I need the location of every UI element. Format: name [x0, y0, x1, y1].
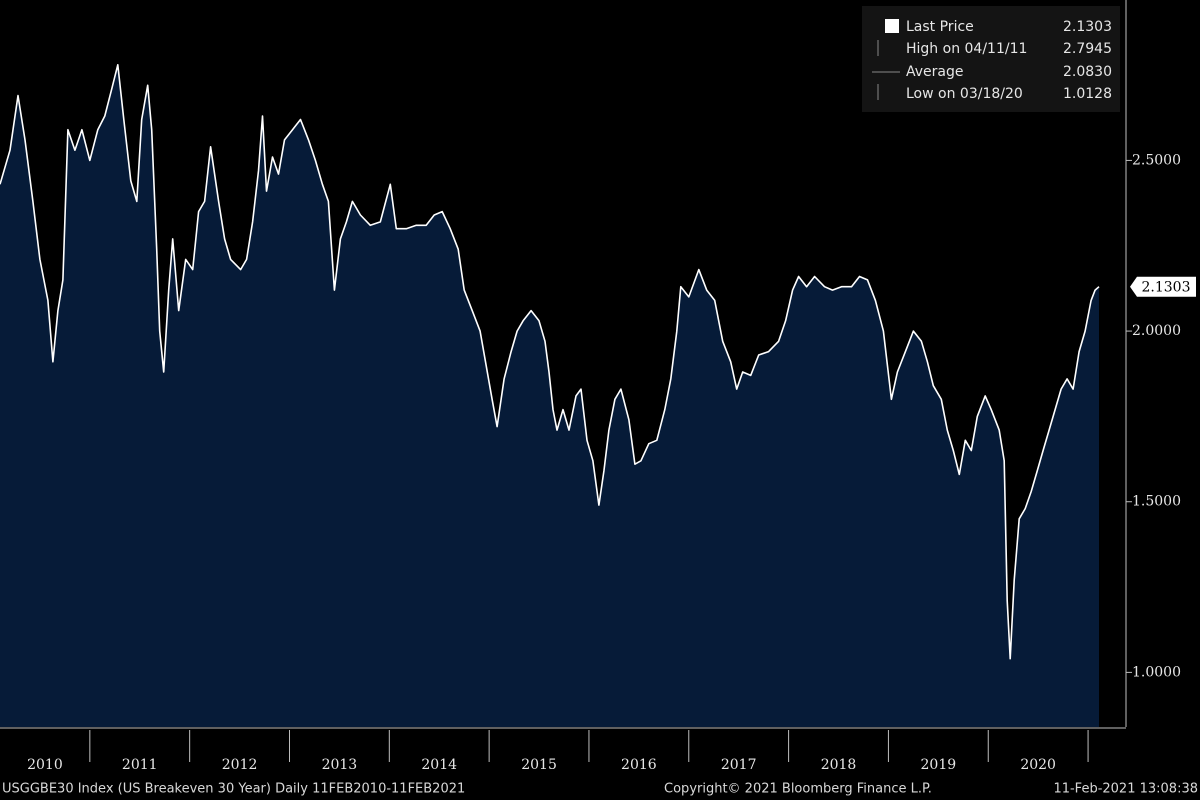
x-tick-label: 2014: [421, 757, 457, 773]
footer-center: Copyright© 2021 Bloomberg Finance L.P.: [664, 782, 932, 797]
legend-label: Average: [906, 64, 964, 80]
x-tick-label: 2011: [122, 757, 158, 773]
footer-right: 11-Feb-2021 13:08:38: [1053, 782, 1198, 797]
last-price-label: 2.1303: [1142, 280, 1191, 296]
x-tick-label: 2019: [921, 757, 957, 773]
price-line: [0, 64, 1100, 660]
x-tick-label: 2012: [222, 757, 258, 773]
legend-label: High on 04/11/11: [906, 41, 1027, 57]
legend-value: 2.1303: [1063, 19, 1112, 35]
legend-swatch: [885, 19, 899, 33]
legend-value: 2.7945: [1063, 41, 1112, 57]
x-tick-label: 2020: [1020, 757, 1056, 773]
legend-label: Low on 03/18/20: [906, 86, 1023, 102]
last-price-tag: [1130, 276, 1196, 297]
x-tick-label: 2017: [721, 757, 757, 773]
legend-label: Last Price: [906, 19, 974, 35]
x-tick-label: 2015: [521, 757, 557, 773]
y-tick-label: 2.0000: [1132, 323, 1181, 339]
area-fill: [0, 64, 1099, 728]
x-tick-label: 2013: [322, 757, 358, 773]
y-tick-label: 1.0000: [1132, 664, 1181, 680]
legend-box: [862, 6, 1120, 112]
y-tick-label: 2.5000: [1132, 152, 1181, 168]
legend-value: 2.0830: [1063, 64, 1112, 80]
x-tick-label: 2016: [621, 757, 657, 773]
y-tick-label: 1.5000: [1132, 494, 1181, 510]
legend-value: 1.0128: [1063, 86, 1112, 102]
legend: Last Price 2.1303 High on 04/11/11 2.794…: [862, 6, 1120, 112]
x-tick-label: 2010: [27, 757, 63, 773]
footer-left: USGGBE30 Index (US Breakeven 30 Year) Da…: [2, 782, 465, 797]
plot-area: [0, 64, 1100, 728]
x-tick-label: 2018: [821, 757, 857, 773]
